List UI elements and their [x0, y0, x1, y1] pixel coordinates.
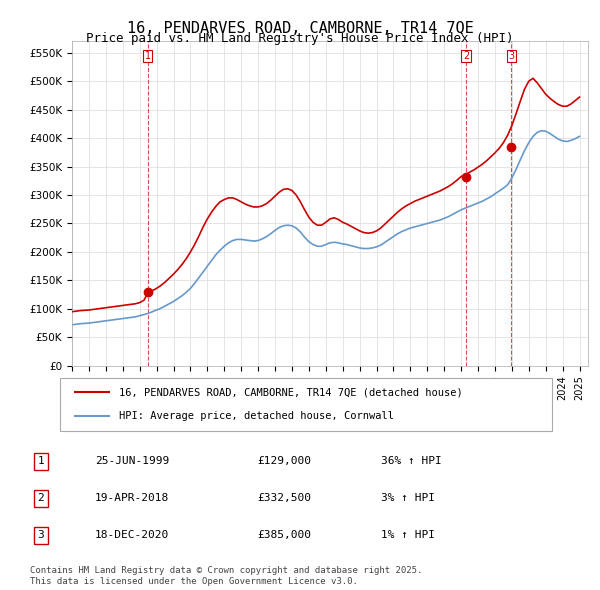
- Text: £129,000: £129,000: [257, 456, 311, 466]
- Text: 3: 3: [37, 530, 44, 540]
- FancyBboxPatch shape: [60, 378, 552, 431]
- Text: Price paid vs. HM Land Registry's House Price Index (HPI): Price paid vs. HM Land Registry's House …: [86, 32, 514, 45]
- Text: 25-JUN-1999: 25-JUN-1999: [95, 456, 169, 466]
- Text: 1: 1: [145, 51, 151, 61]
- Text: 16, PENDARVES ROAD, CAMBORNE, TR14 7QE: 16, PENDARVES ROAD, CAMBORNE, TR14 7QE: [127, 21, 473, 35]
- Text: 19-APR-2018: 19-APR-2018: [95, 493, 169, 503]
- Text: 36% ↑ HPI: 36% ↑ HPI: [381, 456, 442, 466]
- Text: 2: 2: [37, 493, 44, 503]
- Text: 16, PENDARVES ROAD, CAMBORNE, TR14 7QE (detached house): 16, PENDARVES ROAD, CAMBORNE, TR14 7QE (…: [119, 388, 463, 398]
- Text: HPI: Average price, detached house, Cornwall: HPI: Average price, detached house, Corn…: [119, 411, 394, 421]
- Text: £332,500: £332,500: [257, 493, 311, 503]
- Text: 2: 2: [463, 51, 469, 61]
- Text: 1: 1: [37, 456, 44, 466]
- Text: 3% ↑ HPI: 3% ↑ HPI: [381, 493, 435, 503]
- Text: 1% ↑ HPI: 1% ↑ HPI: [381, 530, 435, 540]
- Text: £385,000: £385,000: [257, 530, 311, 540]
- Text: 18-DEC-2020: 18-DEC-2020: [95, 530, 169, 540]
- Text: Contains HM Land Registry data © Crown copyright and database right 2025.
This d: Contains HM Land Registry data © Crown c…: [30, 566, 422, 586]
- Text: 3: 3: [508, 51, 514, 61]
